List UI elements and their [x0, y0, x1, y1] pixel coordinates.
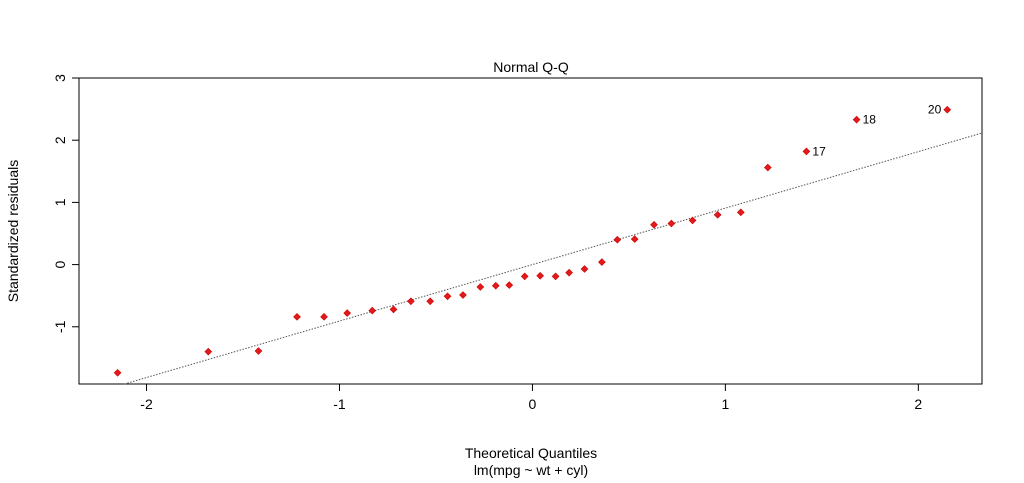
qq-point: [943, 105, 952, 114]
qq-point: [598, 258, 606, 266]
plot-frame: [78, 77, 983, 385]
chart-subtitle: lm(mpg ~ wt + cyl): [474, 462, 588, 478]
qq-point: [802, 147, 811, 156]
points-layer: [113, 105, 952, 377]
point-label: 20: [928, 103, 942, 117]
qq-point: [613, 235, 622, 244]
qq-point: [320, 313, 328, 321]
qq-point: [254, 347, 263, 355]
qq-point: [536, 271, 544, 280]
y-tick-label: -1: [52, 320, 68, 333]
y-tick-label: 0: [52, 260, 68, 268]
y-tick-label: 1: [52, 198, 68, 206]
y-tick-label: 3: [52, 74, 68, 82]
point-labels-layer: 17 18 20: [812, 103, 941, 159]
y-axis: -1 0 1 2 3: [52, 74, 79, 333]
qq-point: [688, 216, 697, 225]
qq-point: [491, 281, 500, 290]
qq-point: [713, 211, 722, 219]
qq-point: [650, 220, 658, 229]
qq-point: [443, 292, 452, 301]
reference-line-layer: [124, 132, 983, 385]
x-axis-label: Theoretical Quantiles: [465, 445, 597, 461]
qq-point: [520, 272, 529, 281]
y-tick-label: 2: [52, 136, 68, 144]
qq-point: [667, 219, 676, 228]
qq-point: [293, 313, 301, 321]
qq-point: [113, 368, 122, 377]
qq-point: [736, 208, 745, 217]
qq-point: [551, 272, 560, 281]
qq-point: [407, 297, 415, 306]
chart-title: Normal Q-Q: [493, 59, 569, 75]
qq-point: [630, 235, 639, 243]
x-tick-label: 2: [914, 396, 922, 412]
x-tick-label: 0: [529, 396, 537, 412]
qq-point: [565, 268, 573, 277]
qq-point: [764, 163, 772, 172]
point-label: 17: [812, 144, 826, 158]
qq-point: [852, 115, 861, 124]
qq-point: [426, 297, 434, 306]
qq-point: [343, 309, 352, 317]
qq-point: [368, 306, 377, 315]
qq-point: [580, 265, 589, 273]
x-axis: -2 -1 0 1 2: [140, 384, 922, 412]
x-tick-label: 1: [721, 396, 729, 412]
qq-point: [204, 347, 213, 356]
x-tick-label: -2: [140, 396, 153, 412]
qq-point: [459, 291, 467, 299]
qq-point: [476, 283, 485, 291]
point-label: 18: [863, 113, 877, 127]
x-tick-label: -1: [333, 396, 346, 412]
qq-point: [505, 281, 514, 289]
y-axis-label: Standardized residuals: [5, 160, 21, 302]
qq-reference-line: [124, 132, 983, 385]
qq-point: [389, 305, 398, 314]
